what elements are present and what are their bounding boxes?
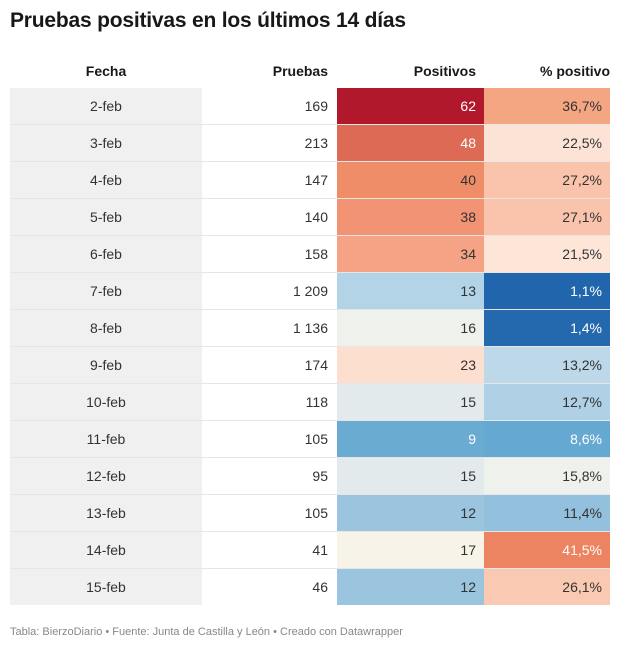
cell-fecha: 12-feb [10,457,202,495]
footer-credits: Tabla: BierzoDiario • Fuente: Junta de C… [10,626,403,638]
cell-pct-positivo: 15,8% [484,457,610,495]
cell-fecha: 15-feb [10,568,202,605]
cell-pruebas: 118 [202,383,337,421]
cell-positivos: 12 [337,568,484,605]
cell-fecha: 8-feb [10,309,202,347]
table-row: 6-feb 158 34 21,5% [10,235,610,273]
cell-positivos: 13 [337,272,484,310]
cell-pruebas: 158 [202,235,337,273]
header-positivos[interactable]: Positivos [413,63,476,79]
cell-pct-positivo: 27,1% [484,198,610,236]
table-row: 3-feb 213 48 22,5% [10,124,610,162]
table-row: 11-feb 105 9 8,6% [10,420,610,458]
cell-fecha: 5-feb [10,198,202,236]
cell-pruebas: 169 [202,88,337,125]
cell-fecha: 7-feb [10,272,202,310]
cell-pct-positivo: 13,2% [484,346,610,384]
table-row: 9-feb 174 23 13,2% [10,346,610,384]
table-row: 4-feb 147 40 27,2% [10,161,610,199]
cell-positivos: 17 [337,531,484,569]
data-table: Fecha Pruebas Positivos % positivo 2-feb… [10,54,610,605]
header-pct-positivo[interactable]: % positivo [539,63,610,79]
cell-fecha: 11-feb [10,420,202,458]
cell-positivos: 15 [337,383,484,421]
header-fecha[interactable]: Fecha [85,63,127,79]
table-row: 15-feb 46 12 26,1% [10,568,610,605]
cell-fecha: 14-feb [10,531,202,569]
cell-pruebas: 147 [202,161,337,199]
cell-fecha: 6-feb [10,235,202,273]
table-row: 8-feb 1 136 16 1,4% [10,309,610,347]
cell-pct-positivo: 22,5% [484,124,610,162]
cell-pct-positivo: 36,7% [484,88,610,125]
cell-positivos: 38 [337,198,484,236]
table-body: 2-feb 169 62 36,7% 3-feb 213 48 22,5% 4-feb 147 40… [10,88,610,605]
cell-pruebas: 1 136 [202,309,337,347]
cell-positivos: 16 [337,309,484,347]
cell-pct-positivo: 41,5% [484,531,610,569]
cell-pruebas: 174 [202,346,337,384]
cell-fecha: 9-feb [10,346,202,384]
cell-pct-positivo: 26,1% [484,568,610,605]
cell-pruebas: 46 [312,579,328,595]
cell-pct-positivo: 8,6% [484,420,610,458]
table-row: 2-feb 169 62 36,7% [10,88,610,125]
cell-pruebas: 1 209 [202,272,337,310]
table-row: 7-feb 1 209 13 1,1% [10,272,610,310]
cell-pruebas: 213 [202,124,337,162]
table-header-row: Fecha Pruebas Positivos % positivo [10,54,610,88]
cell-fecha: 2-feb [10,88,202,125]
table-row: 14-feb 41 17 41,5% [10,531,610,569]
cell-pruebas: 105 [202,494,337,532]
cell-fecha: 13-feb [10,494,202,532]
table-row: 12-feb 95 15 15,8% [10,457,610,495]
cell-pruebas: 95 [202,457,337,495]
cell-positivos: 15 [337,457,484,495]
cell-pct-positivo: 21,5% [484,235,610,273]
cell-positivos: 40 [337,161,484,199]
cell-fecha: 10-feb [10,383,202,421]
cell-positivos: 12 [337,494,484,532]
header-pruebas[interactable]: Pruebas [272,63,328,79]
cell-positivos: 23 [337,346,484,384]
cell-fecha: 3-feb [10,124,202,162]
cell-positivos: 62 [337,88,484,125]
cell-positivos: 9 [337,420,484,458]
cell-pct-positivo: 1,4% [484,309,610,347]
cell-pct-positivo: 27,2% [484,161,610,199]
chart-title: Pruebas positivas en los últimos 14 días [10,9,406,32]
cell-pruebas: 105 [202,420,337,458]
table-row: 13-feb 105 12 11,4% [10,494,610,532]
cell-pct-positivo: 12,7% [484,383,610,421]
cell-positivos: 34 [337,235,484,273]
cell-pct-positivo: 11,4% [484,494,610,532]
cell-pruebas: 140 [202,198,337,236]
cell-fecha: 4-feb [10,161,202,199]
table-row: 5-feb 140 38 27,1% [10,198,610,236]
cell-pruebas: 41 [202,531,337,569]
cell-positivos: 48 [337,124,484,162]
table-row: 10-feb 118 15 12,7% [10,383,610,421]
cell-pct-positivo: 1,1% [484,272,610,310]
